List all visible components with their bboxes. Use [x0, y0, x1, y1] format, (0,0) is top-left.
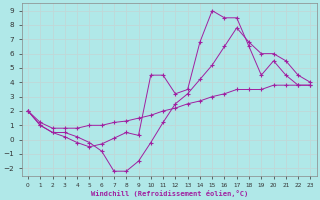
X-axis label: Windchill (Refroidissement éolien,°C): Windchill (Refroidissement éolien,°C) [91, 190, 248, 197]
